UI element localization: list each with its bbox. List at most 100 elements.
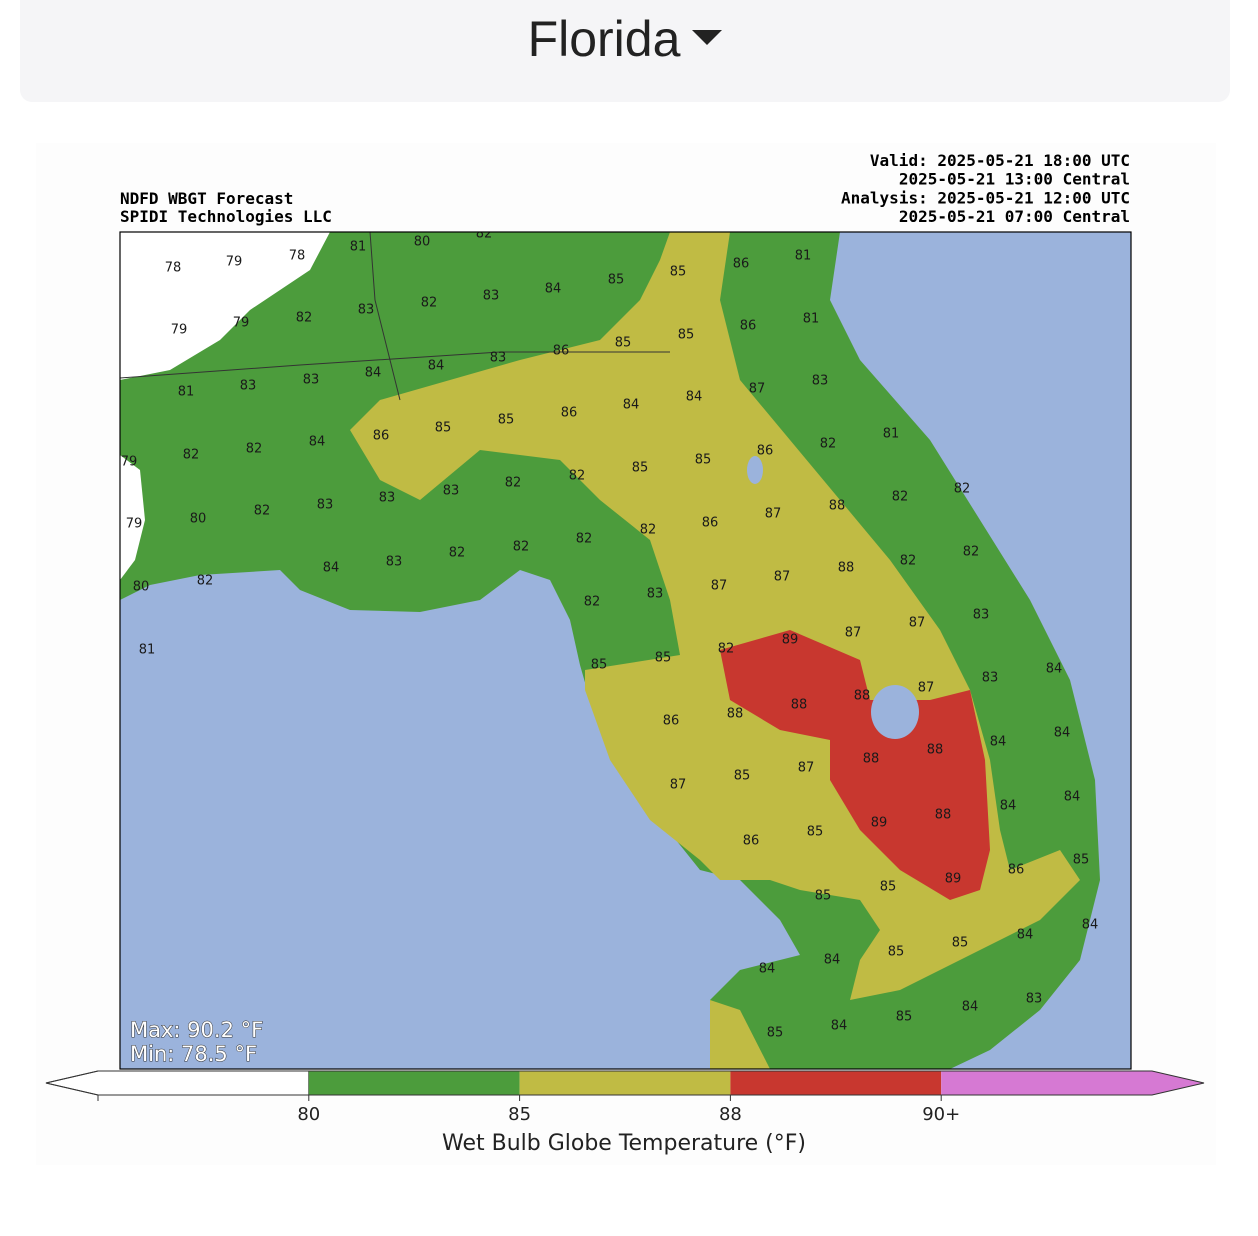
map-value-label: 84 [309,435,326,450]
white-zone [120,455,145,580]
map-value-label: 80 [133,580,150,595]
map-value-label: 85 [435,421,452,436]
colorbar-tick-label: 85 [508,1104,531,1125]
colorbar-segment [730,1071,942,1095]
map-value-label: 85 [591,658,608,673]
map-value-label: 88 [791,698,808,713]
map-value-label: 88 [863,752,880,767]
red-zone [720,630,990,900]
colorbar-tick-label: 90+ [922,1104,960,1125]
map-value-label: 84 [428,359,445,374]
map-value-label: 82 [640,523,657,538]
map-value-label: 79 [171,323,188,338]
map-value-label: 84 [1046,662,1063,677]
colorbar-under [45,1070,310,1096]
map-value-label: 87 [749,382,766,397]
lake [747,456,763,484]
map-value-label: 82 [963,545,980,560]
map-value-label: 81 [178,385,195,400]
map-value-label: 88 [927,743,944,758]
map-value-label: 79 [126,517,143,532]
map-subtitle: Analysis: 2025-05-21 12:00 UTC [841,188,1130,207]
map-value-label: 82 [513,540,530,555]
lake [871,685,919,739]
map-value-label: 84 [759,962,776,977]
map-value-label: 86 [733,257,750,272]
map-value-label: 84 [990,735,1007,750]
map-subtitle: 2025-05-21 13:00 Central [899,170,1130,189]
map-value-label: 85 [678,328,695,343]
map-stat: Max: 90.2 °F [130,1018,263,1042]
map-value-label: 85 [670,265,687,280]
map-value-label: 82 [254,504,271,519]
map-value-label: 82 [900,554,917,569]
map-value-label: 80 [190,512,207,527]
map-value-label: 81 [795,249,812,264]
colorbar-over [941,1071,1204,1095]
map-value-label: 82 [296,311,313,326]
map-value-label: 83 [812,374,829,389]
olive-zone [710,1000,770,1069]
map-value-label: 84 [623,398,640,413]
header: Florida [20,0,1230,102]
map-value-label: 85 [807,825,824,840]
map-value-label: 89 [871,816,888,831]
map-value-label: 84 [1082,918,1099,933]
map-value-label: 85 [632,461,649,476]
map-value-label: 79 [233,316,250,331]
map-value-label: 88 [838,561,855,576]
map-value-label: 78 [289,249,306,264]
map-value-label: 85 [498,413,515,428]
colorbar-segment [519,1071,731,1095]
map-title: SPIDI Technologies LLC [120,207,332,226]
map-value-label: 84 [1054,726,1071,741]
colorbar-label: Wet Bulb Globe Temperature (°F) [442,1131,806,1156]
map-value-label: 82 [449,546,466,561]
map-value-label: 83 [358,303,375,318]
map-value-label: 85 [615,336,632,351]
map-value-label: 89 [945,872,962,887]
map-value-label: 85 [880,880,897,895]
map-value-label: 85 [608,273,625,288]
map-value-label: 86 [702,516,719,531]
map-value-label: 83 [1026,992,1043,1007]
map-value-label: 78 [165,261,182,276]
map-value-label: 87 [909,616,926,631]
map-value-label: 84 [323,561,340,576]
map-value-label: 83 [490,351,507,366]
region-title[interactable]: Florida [527,11,681,67]
map-value-label: 83 [647,587,664,602]
map-value-label: 88 [829,499,846,514]
map-value-label: 86 [1008,863,1025,878]
state-line [369,232,401,401]
map-value-label: 79 [121,455,138,470]
map-value-label: 81 [883,427,900,442]
map-value-label: 87 [845,626,862,641]
map-value-label: 87 [798,761,815,776]
map-value-label: 83 [973,608,990,623]
map-value-label: 81 [139,643,156,658]
map-value-label: 82 [421,296,438,311]
map-value-label: 86 [757,444,774,459]
map-title: NDFD WBGT Forecast [120,189,293,208]
map-value-label: 81 [350,240,367,255]
region-dropdown[interactable]: Florida [20,10,1230,68]
map-value-label: 88 [854,689,871,704]
map-value-label: 82 [569,469,586,484]
map-value-label: 86 [743,834,760,849]
map-value-label: 88 [935,808,952,823]
map-value-label: 82 [576,532,593,547]
map-value-label: 82 [954,482,971,497]
map-value-label: 80 [414,235,431,250]
map-value-label: 82 [197,574,214,589]
map-value-label: 82 [820,437,837,452]
map-value-label: 87 [765,507,782,522]
map-value-label: 84 [1017,928,1034,943]
dropdown-caret[interactable] [692,30,723,46]
map-value-label: 84 [824,953,841,968]
map-value-label: 84 [831,1019,848,1034]
map-value-label: 82 [892,490,909,505]
colorbar-tick-label: 88 [719,1104,742,1125]
map-stat: Min: 78.5 °F [130,1042,257,1066]
map-value-label: 86 [553,344,570,359]
